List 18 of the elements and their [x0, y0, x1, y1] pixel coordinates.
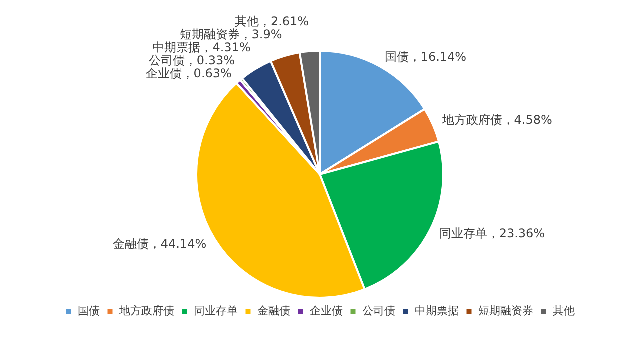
data-label: 企业债，0.63%: [146, 66, 232, 80]
data-label: 地方政府债，4.58%: [441, 113, 552, 128]
data-label: 金融债，44.14%: [112, 237, 207, 252]
data-label: 其他，2.61%: [234, 14, 310, 28]
legend-label: 地方政府债: [118, 304, 174, 318]
legend-label: 公司债: [362, 304, 396, 318]
data-label: 中期票据，4.31%: [152, 40, 251, 54]
legend-label: 同业存单: [194, 304, 238, 318]
legend-label: 中期票据: [414, 304, 459, 318]
data-label: 国债，16.14%: [384, 50, 467, 64]
legend-label: 企业债: [310, 304, 343, 318]
data-label: 公司债，0.33%: [148, 53, 235, 68]
legend-label: 短期融资券: [478, 304, 534, 318]
data-label: 同业存单，23.36%: [439, 226, 546, 240]
legend-label: 其他: [552, 304, 575, 318]
data-label: 短期融资券，3.9%: [180, 27, 282, 42]
legend-label: 国债: [78, 304, 100, 318]
legend-label: 金融债: [257, 304, 290, 318]
